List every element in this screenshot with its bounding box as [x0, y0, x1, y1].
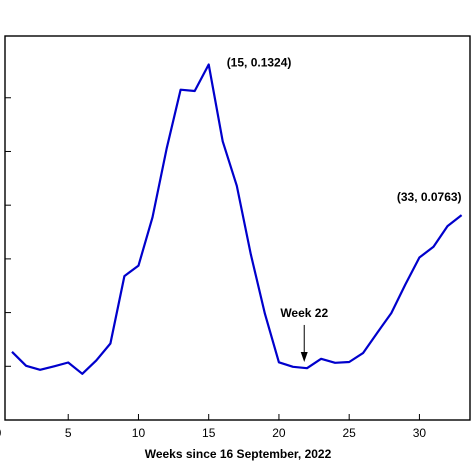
series-line [11, 63, 463, 375]
week-22-arrow-head [300, 351, 308, 362]
x-tick-label: 15 [202, 426, 216, 440]
week-22-annotation: Week 22 [280, 306, 328, 320]
x-axis-title: Weeks since 16 September, 2022 [145, 447, 332, 461]
x-tick-label: 20 [272, 426, 286, 440]
x-tick-label: 30 [413, 426, 427, 440]
x-tick-label: 0 [0, 426, 2, 440]
series-layer [11, 63, 463, 375]
x-tick-label: 5 [65, 426, 72, 440]
plot-border [4, 35, 471, 421]
x-tick-label: 10 [132, 426, 146, 440]
plot-frame [4, 35, 471, 421]
end-annotation: (33, 0.0763) [397, 190, 462, 204]
peak-annotation: (15, 0.1324) [227, 55, 292, 69]
annotation-layer: (15, 0.1324) (33, 0.0763) Week 22 [227, 55, 462, 362]
axis-ticks: 0 5 10 15 20 25 30 [0, 97, 427, 440]
x-tick-label: 25 [343, 426, 357, 440]
